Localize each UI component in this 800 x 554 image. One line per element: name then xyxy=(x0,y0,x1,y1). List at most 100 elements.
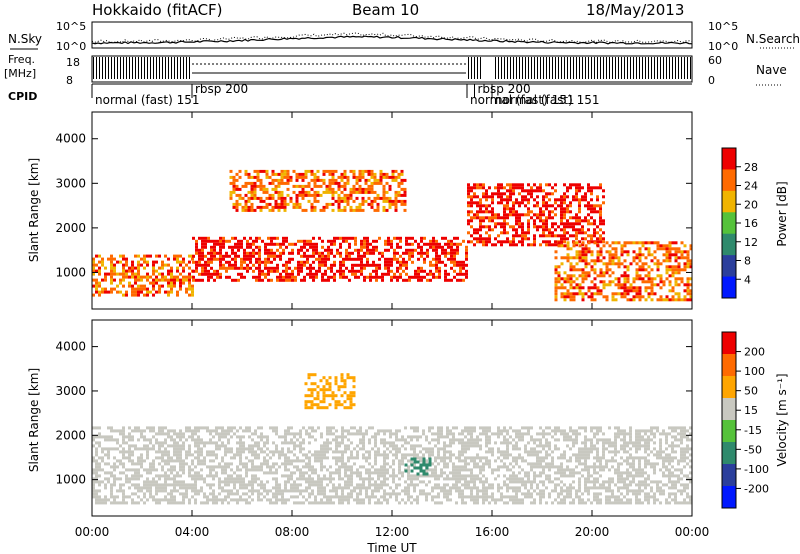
scatter-cell xyxy=(527,222,530,226)
scatter-cell xyxy=(420,245,423,249)
scatter-cell xyxy=(572,441,575,445)
scatter-cell xyxy=(328,172,332,176)
scatter-cell xyxy=(158,432,161,436)
scatter-cell xyxy=(671,298,675,302)
scatter-cell xyxy=(515,444,518,448)
scatter-cell xyxy=(339,269,342,273)
scatter-cell xyxy=(554,477,557,481)
scatter-cell xyxy=(459,269,462,273)
scatter-cell xyxy=(125,269,128,273)
scatter-cell xyxy=(170,468,173,472)
scatter-cell xyxy=(404,453,407,457)
scatter-cell xyxy=(143,287,146,291)
scatter-cell xyxy=(131,287,134,291)
scatter-cell xyxy=(173,453,176,457)
scatter-cell xyxy=(638,265,642,269)
scatter-cell xyxy=(244,205,248,209)
scatter-cell xyxy=(503,216,506,220)
scatter-cell xyxy=(311,435,314,439)
scatter-cell xyxy=(383,477,386,481)
scatter-cell xyxy=(554,183,557,187)
scatter-cell xyxy=(671,241,675,245)
scatter-cell xyxy=(131,290,134,294)
scatter-cell xyxy=(653,292,657,296)
scatter-cell xyxy=(431,474,434,478)
scatter-cell xyxy=(170,489,173,493)
scatter-cell xyxy=(560,204,563,208)
scatter-cell xyxy=(333,260,336,264)
scatter-cell xyxy=(194,501,197,505)
scatter-cell xyxy=(566,292,570,296)
scatter-cell xyxy=(176,456,179,460)
scatter-cell xyxy=(363,242,366,246)
scatter-cell xyxy=(593,231,596,235)
scatter-cell xyxy=(143,501,146,505)
scatter-cell xyxy=(434,468,437,472)
scatter-cell xyxy=(392,441,395,445)
scatter-cell xyxy=(307,190,311,194)
scatter-cell xyxy=(143,429,146,433)
scatter-cell xyxy=(341,429,344,433)
scatter-cell xyxy=(443,444,446,448)
scatter-cell xyxy=(233,498,236,502)
scatter-cell xyxy=(155,260,158,264)
scatter-cell xyxy=(298,172,302,176)
scatter-cell xyxy=(461,498,464,502)
scatter-cell xyxy=(515,198,518,202)
scatter-cell xyxy=(479,438,482,442)
scatter-cell xyxy=(179,260,182,264)
scatter-cell xyxy=(236,435,239,439)
scatter-cell xyxy=(635,262,639,266)
scatter-cell xyxy=(596,274,600,278)
scatter-cell xyxy=(134,290,137,294)
scatter-cell xyxy=(376,193,380,197)
scatter-cell xyxy=(229,181,233,185)
scatter-cell xyxy=(281,435,284,439)
scatter-cell xyxy=(461,495,464,499)
scatter-cell xyxy=(366,263,369,267)
scatter-cell xyxy=(167,492,170,496)
scatter-cell xyxy=(284,498,287,502)
scatter-cell xyxy=(333,254,336,258)
scatter-cell xyxy=(569,447,572,451)
scatter-cell xyxy=(416,477,419,481)
scatter-cell xyxy=(476,495,479,499)
scatter-cell xyxy=(629,283,633,287)
scatter-cell xyxy=(419,456,422,460)
scatter-cell xyxy=(569,298,573,302)
scatter-cell xyxy=(361,172,365,176)
scatter-cell xyxy=(348,278,351,282)
scatter-cell xyxy=(228,254,231,258)
scatter-cell xyxy=(440,426,443,430)
scatter-cell xyxy=(500,195,503,199)
scatter-cell xyxy=(476,438,479,442)
scatter-cell xyxy=(554,483,557,487)
scatter-cell xyxy=(650,298,654,302)
scatter-cell xyxy=(473,483,476,487)
scatter-cell xyxy=(149,275,152,279)
scatter-cell xyxy=(509,192,512,196)
scatter-cell xyxy=(212,498,215,502)
scatter-cell xyxy=(326,501,329,505)
scatter-cell xyxy=(182,462,185,466)
scatter-cell xyxy=(359,447,362,451)
scatter-cell xyxy=(280,172,284,176)
scatter-cell xyxy=(524,486,527,490)
scatter-cell xyxy=(134,254,137,258)
scatter-cell xyxy=(256,184,260,188)
scatter-cell xyxy=(638,253,642,257)
scatter-cell xyxy=(239,486,242,490)
scatter-cell xyxy=(419,474,422,478)
scatter-cell xyxy=(262,199,266,203)
scatter-cell xyxy=(158,498,161,502)
scatter-cell xyxy=(581,441,584,445)
scatter-cell xyxy=(191,293,194,297)
scatter-cell xyxy=(371,447,374,451)
scatter-cell xyxy=(265,196,269,200)
scatter-cell xyxy=(581,456,584,460)
scatter-cell xyxy=(272,465,275,469)
scatter-cell xyxy=(617,280,621,284)
scatter-cell xyxy=(380,453,383,457)
scatter-cell xyxy=(596,195,599,199)
scatter-cell xyxy=(316,175,320,179)
